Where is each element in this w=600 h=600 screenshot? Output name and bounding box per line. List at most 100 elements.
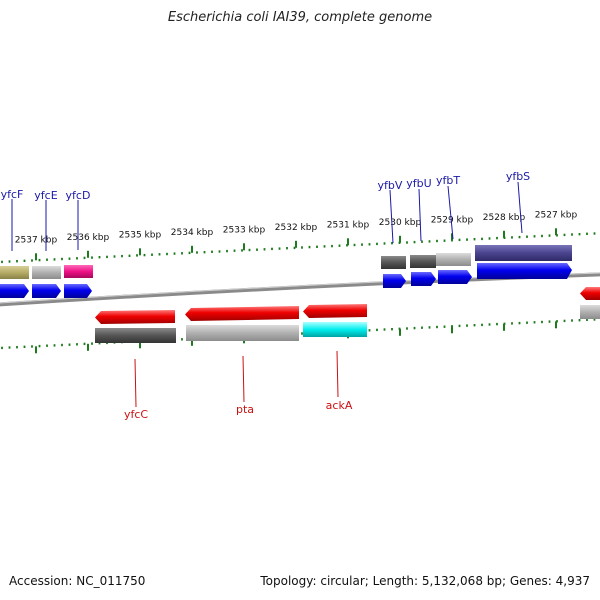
scale-label: 2529 kbp <box>431 215 474 225</box>
outer-scale-minor-tick <box>181 252 183 255</box>
gene-box-yfbU[interactable] <box>410 255 436 268</box>
scale-label: 2530 kbp <box>379 218 422 228</box>
inner-scale-minor-tick <box>301 332 303 335</box>
reverse-gene-arrows <box>95 287 600 324</box>
outer-scale-minor-tick <box>353 243 356 247</box>
gene-box-yfbS[interactable] <box>475 245 572 261</box>
outer-scale-minor-tick <box>38 258 41 262</box>
outer-scale-minor-tick <box>166 252 168 256</box>
gene-arrow-yfbU[interactable] <box>411 272 436 286</box>
outer-scale-minor-tick <box>466 238 468 241</box>
scale-label: 2528 kbp <box>483 213 526 223</box>
outer-scale-minor-tick <box>196 251 198 254</box>
outer-scale-minor-tick <box>128 254 131 257</box>
outer-scale-minor-tick <box>76 257 78 260</box>
gene-arrow-yfcF[interactable] <box>0 284 29 298</box>
gene-box-yfbT[interactable] <box>436 253 471 266</box>
leader-yfbV <box>389 189 394 244</box>
gene-box-yfcD[interactable] <box>64 265 93 278</box>
outer-scale-minor-tick <box>488 237 491 240</box>
outer-scale-minor-tick <box>1 260 3 264</box>
gene-label-yfcE[interactable]: yfcE <box>34 189 57 202</box>
inner-scale-minor-tick <box>368 329 371 332</box>
gene-label-yfbU[interactable]: yfbU <box>406 177 431 190</box>
outer-scale-minor-tick <box>188 251 191 255</box>
gene-box-edge-right[interactable] <box>580 305 600 319</box>
outer-scale-minor-tick <box>578 233 581 236</box>
gene-box-yfbV[interactable] <box>381 256 406 269</box>
gene-label-pta[interactable]: pta <box>236 403 254 416</box>
outer-scale-minor-tick <box>46 258 48 261</box>
leader-pta <box>242 355 245 403</box>
outer-scale-minor-tick <box>173 252 176 255</box>
gene-label-yfbS[interactable]: yfbS <box>506 170 530 183</box>
gene-label-yfbT[interactable]: yfbT <box>436 174 460 187</box>
outer-scale-minor-tick <box>263 248 266 251</box>
inner-scale-minor-tick <box>181 338 183 341</box>
gene-label-yfcD[interactable]: yfcD <box>66 189 91 202</box>
outer-scale-minor-tick <box>368 243 371 246</box>
gene-arrow-yfbV[interactable] <box>383 274 406 288</box>
inner-scale-minor-tick <box>23 345 26 348</box>
inner-scale-minor-tick <box>481 323 483 327</box>
outer-scale-minor-tick <box>121 254 123 258</box>
outer-scale-minor-tick <box>443 239 446 242</box>
gene-arrow-pta[interactable] <box>185 306 299 321</box>
outer-scale-minor-tick <box>413 240 416 244</box>
outer-scale-minor-tick <box>361 243 363 246</box>
accession-label: Accession: NC_011750 <box>9 574 146 588</box>
gene-label-yfcF[interactable]: yfcF <box>1 188 24 201</box>
outer-scale-minor-tick <box>203 251 206 254</box>
scale-label: 2534 kbp <box>171 228 214 238</box>
inner-scale-minor-tick <box>526 321 528 324</box>
outer-scale-minor-tick <box>248 248 251 252</box>
inner-scale-minor-tick <box>38 344 41 348</box>
gene-box-yfcC[interactable] <box>95 328 176 343</box>
outer-scale-minor-tick <box>286 247 288 250</box>
gene-box-ackA[interactable] <box>303 322 367 337</box>
gene-arrow-ackA[interactable] <box>303 304 367 318</box>
inner-scale-minor-tick <box>421 326 423 329</box>
lower-color-boxes <box>95 305 600 343</box>
inner-scale-minor-tick <box>53 344 56 347</box>
gene-arrow-edge-right[interactable] <box>580 287 600 300</box>
inner-scale-minor-tick <box>443 325 446 328</box>
outer-scale-minor-tick <box>593 232 596 235</box>
inner-scale-minor-tick <box>68 343 71 346</box>
outer-scale-minor-tick <box>586 232 588 235</box>
gene-arrow-yfcD[interactable] <box>64 284 92 298</box>
gene-box-yfcE[interactable] <box>32 266 61 279</box>
inner-scale-minor-tick <box>413 326 416 330</box>
inner-scale-minor-tick <box>578 319 581 322</box>
outer-scale-minor-tick <box>338 244 341 247</box>
outer-scale-track <box>1 228 596 264</box>
outer-scale-minor-tick <box>218 250 221 253</box>
outer-scale-minor-tick <box>436 239 438 243</box>
inner-scale-minor-tick <box>533 321 536 324</box>
inner-scale-minor-tick <box>571 319 573 322</box>
gene-arrow-yfbS[interactable] <box>477 263 572 279</box>
inner-scale-minor-tick <box>458 324 461 328</box>
gene-arrow-yfcE[interactable] <box>32 284 61 298</box>
leader-yfbS <box>517 181 523 234</box>
gene-arrow-yfcC[interactable] <box>95 310 175 324</box>
gene-arrow-yfbT[interactable] <box>438 270 472 284</box>
scale-label: 2536 kbp <box>67 233 110 243</box>
outer-scale-minor-tick <box>151 253 153 256</box>
gene-label-yfbV[interactable]: yfbV <box>378 179 403 192</box>
outer-scale-minor-tick <box>23 259 26 262</box>
gene-label-ackA[interactable]: ackA <box>326 399 353 412</box>
inner-scale-minor-tick <box>406 327 408 330</box>
gene-box-yfcF[interactable] <box>0 266 29 279</box>
outer-scale-minor-tick <box>323 245 326 248</box>
outer-scale-minor-tick <box>226 249 228 253</box>
outer-scale-minor-tick <box>143 253 146 257</box>
outer-scale-minor-tick <box>16 260 18 263</box>
outer-scale-minor-tick <box>511 236 513 239</box>
gene-label-yfcC[interactable]: yfcC <box>124 408 148 421</box>
gene-box-pta[interactable] <box>186 325 299 341</box>
inner-scale-minor-tick <box>1 346 3 350</box>
gene-labels: yfcF yfcE yfcD yfbV yfbU yfbT yfbS yfcC … <box>1 170 531 421</box>
outer-scale-minor-tick <box>526 235 528 238</box>
scale-label: 2537 kbp <box>15 235 58 245</box>
